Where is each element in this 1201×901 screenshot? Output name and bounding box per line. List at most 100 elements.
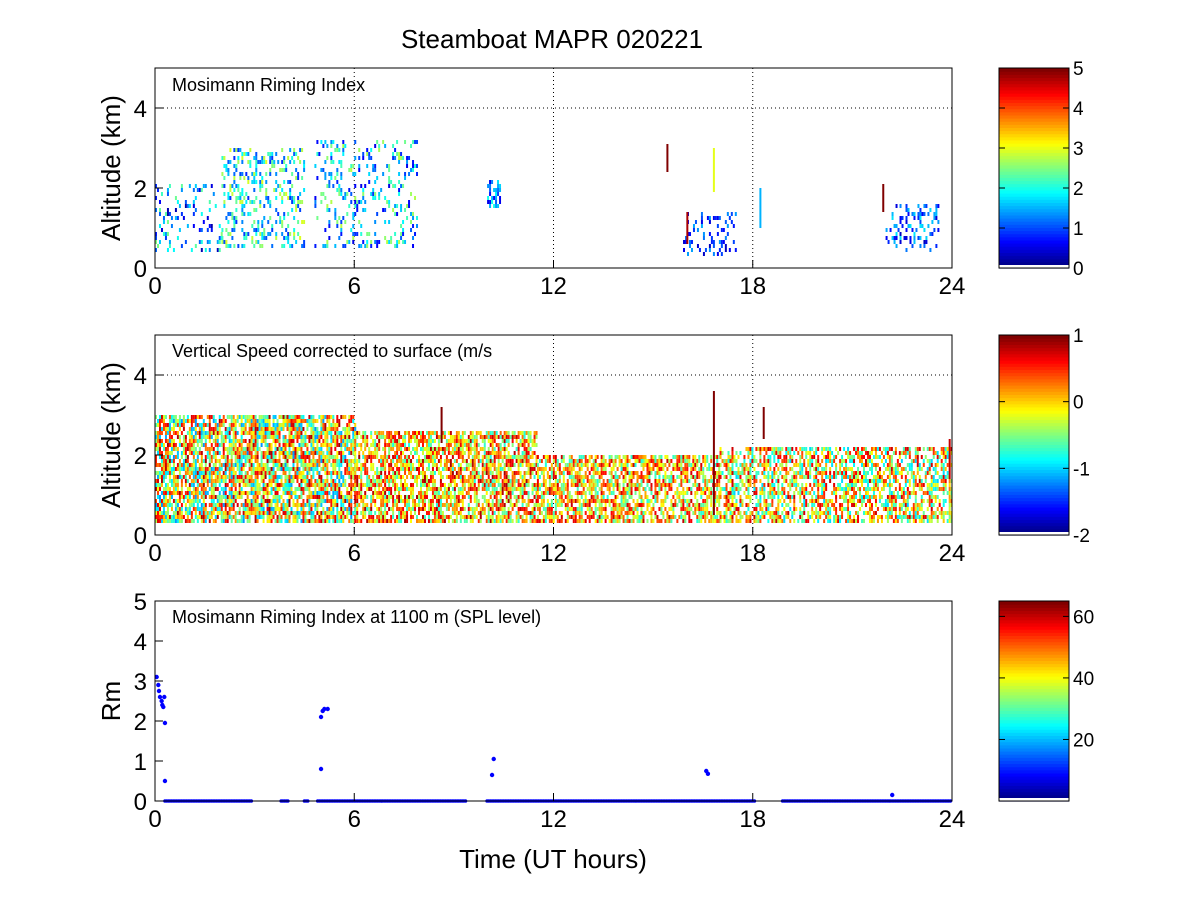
heatmap-cell: [459, 439, 462, 443]
heatmap-cell: [439, 487, 442, 491]
heatmap-cell: [198, 471, 201, 475]
heatmap-cell: [425, 495, 428, 499]
heatmap-cell: [296, 459, 299, 463]
heatmap-cell: [166, 471, 169, 475]
heatmap-cell: [523, 491, 526, 495]
heatmap-cell: [230, 459, 233, 463]
heatmap-cell: [233, 164, 236, 168]
heatmap-cell: [548, 475, 551, 479]
heatmap-cell: [536, 455, 539, 459]
heatmap-cell: [427, 439, 430, 443]
heatmap-cell: [272, 475, 275, 479]
heatmap-cell: [210, 475, 213, 479]
heatmap-cell: [250, 467, 253, 471]
heatmap-cell: [252, 427, 255, 431]
heatmap-cell: [350, 467, 353, 471]
heatmap-cell: [253, 156, 256, 160]
heatmap-cell: [473, 495, 476, 499]
heatmap-cell: [206, 435, 209, 439]
heatmap-cell: [378, 487, 381, 491]
heatmap-cell: [253, 176, 256, 180]
heatmap-cell: [326, 184, 329, 188]
heatmap-cell: [228, 459, 231, 463]
heatmap-cell: [158, 519, 161, 523]
heatmap-cell: [495, 200, 498, 204]
heatmap-cell: [230, 499, 233, 503]
heatmap-cell: [250, 419, 253, 423]
heatmap-cell: [410, 459, 413, 463]
heatmap-cell: [155, 447, 157, 451]
heatmap-cell: [570, 455, 573, 459]
heatmap-cell: [348, 204, 351, 208]
heatmap-cell: [455, 503, 458, 507]
heatmap-cell: [332, 487, 335, 491]
heatmap-cell: [168, 495, 171, 499]
heatmap-cell: [246, 431, 249, 435]
heatmap-cell: [558, 495, 561, 499]
heatmap-cell: [270, 471, 273, 475]
heatmap-cell: [322, 519, 325, 523]
heatmap-cell: [200, 491, 203, 495]
heatmap-cell: [322, 439, 325, 443]
heatmap-cell: [330, 427, 333, 431]
heatmap-cell: [240, 475, 243, 479]
heatmap-cell: [251, 224, 254, 228]
heatmap-cell: [384, 435, 387, 439]
heatmap-cell: [461, 439, 464, 443]
heatmap-cell: [322, 415, 325, 419]
heatmap-cell: [439, 447, 442, 451]
heatmap-cell: [252, 415, 255, 419]
heatmap-cell: [290, 491, 293, 495]
heatmap-cell: [527, 511, 530, 515]
heatmap-cell: [186, 443, 189, 447]
heatmap-cell: [256, 483, 259, 487]
heatmap-cell: [300, 463, 303, 467]
heatmap-cell: [463, 483, 466, 487]
heatmap-cell: [694, 220, 697, 224]
heatmap-cell: [268, 459, 271, 463]
heatmap-cell: [248, 507, 251, 511]
heatmap-cell: [455, 495, 458, 499]
heatmap-cell: [232, 435, 235, 439]
heatmap-cell: [384, 144, 387, 148]
heatmap-cell: [180, 443, 183, 447]
heatmap-cell: [326, 435, 329, 439]
heatmap-cell: [287, 236, 290, 240]
heatmap-cell: [366, 244, 369, 248]
heatmap-cell: [445, 463, 448, 467]
heatmap-cell: [400, 459, 403, 463]
heatmap-cell: [412, 168, 415, 172]
heatmap-cell: [202, 495, 205, 499]
heatmap-cell: [350, 475, 353, 479]
heatmap-cell: [578, 479, 581, 483]
heatmap-cell: [226, 455, 229, 459]
heatmap-cell: [332, 507, 335, 511]
heatmap-cell: [344, 455, 347, 459]
heatmap-cell: [330, 463, 333, 467]
heatmap-cell: [262, 507, 265, 511]
heatmap-cell: [402, 459, 405, 463]
heatmap-cell: [326, 427, 329, 431]
heatmap-cell: [392, 455, 395, 459]
heatmap-cell: [412, 455, 415, 459]
heatmap-cell: [224, 495, 227, 499]
heatmap-cell: [338, 483, 341, 487]
heatmap-cell: [254, 419, 257, 423]
heatmap-cell: [342, 144, 345, 148]
heatmap-cell: [340, 491, 343, 495]
heatmap-cell: [479, 479, 482, 483]
heatmap-cell: [306, 519, 309, 523]
heatmap-cell: [578, 467, 581, 471]
heatmap-cell: [435, 447, 438, 451]
heatmap-cell: [489, 483, 492, 487]
heatmap-cell: [404, 483, 407, 487]
heatmap-cell: [272, 419, 275, 423]
heatmap-cell: [301, 176, 304, 180]
heatmap-cell: [262, 435, 265, 439]
heatmap-cell: [519, 483, 522, 487]
heatmap-cell: [344, 447, 347, 451]
heatmap-cell: [481, 455, 484, 459]
heatmap-cell: [166, 519, 169, 523]
heatmap-cell: [477, 479, 480, 483]
heatmap-cell: [594, 495, 597, 499]
